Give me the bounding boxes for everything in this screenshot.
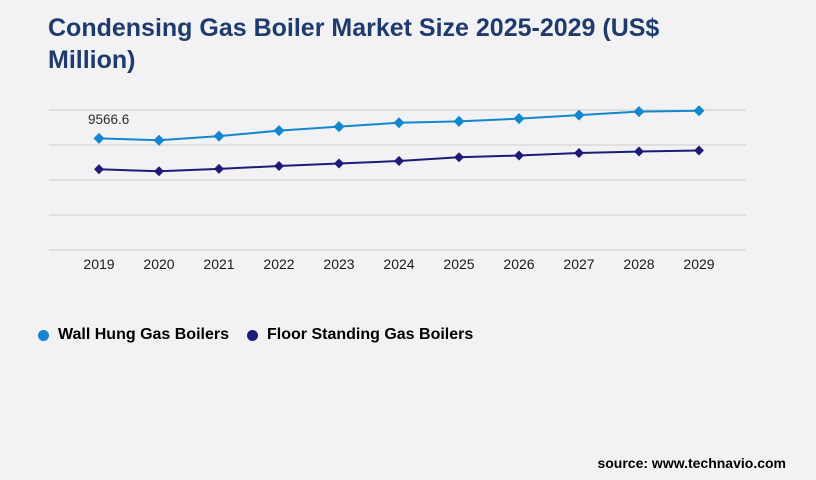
data-point-floor-standing-gas-boilers-2024 xyxy=(394,155,404,166)
legend: Wall Hung Gas Boilers Floor Standing Gas… xyxy=(38,326,473,344)
x-tick-2028: 2028 xyxy=(623,256,655,272)
data-point-wall-hung-gas-boilers-2022 xyxy=(273,125,285,137)
data-point-floor-standing-gas-boilers-2025 xyxy=(454,152,464,163)
x-tick-2024: 2024 xyxy=(383,256,415,272)
data-point-floor-standing-gas-boilers-2019 xyxy=(94,164,104,175)
data-point-wall-hung-gas-boilers-2020 xyxy=(153,134,165,146)
data-point-floor-standing-gas-boilers-2020 xyxy=(154,166,164,177)
data-point-wall-hung-gas-boilers-2021 xyxy=(213,130,225,142)
x-tick-2019: 2019 xyxy=(83,256,115,272)
x-tick-2029: 2029 xyxy=(683,256,715,272)
source-credit: source: www.technavio.com xyxy=(597,455,786,471)
x-tick-2021: 2021 xyxy=(203,256,235,272)
x-tick-2026: 2026 xyxy=(503,256,535,272)
data-point-wall-hung-gas-boilers-2019 xyxy=(93,132,105,144)
data-point-floor-standing-gas-boilers-2029 xyxy=(694,145,704,156)
data-point-wall-hung-gas-boilers-2029 xyxy=(693,105,705,117)
legend-item-floor-standing: Floor Standing Gas Boilers xyxy=(247,326,473,344)
chart-title: Condensing Gas Boiler Market Size 2025-2… xyxy=(48,14,660,74)
data-point-wall-hung-gas-boilers-2026 xyxy=(513,113,525,125)
data-point-floor-standing-gas-boilers-2021 xyxy=(214,163,224,174)
data-point-floor-standing-gas-boilers-2023 xyxy=(334,158,344,169)
data-point-wall-hung-gas-boilers-2028 xyxy=(633,106,645,118)
x-tick-2025: 2025 xyxy=(443,256,475,272)
data-point-wall-hung-gas-boilers-2023 xyxy=(333,121,345,133)
first-point-value-label: 9566.6 xyxy=(88,112,130,128)
data-point-floor-standing-gas-boilers-2027 xyxy=(574,148,584,159)
data-point-wall-hung-gas-boilers-2027 xyxy=(573,109,585,121)
data-point-floor-standing-gas-boilers-2028 xyxy=(634,146,644,157)
legend-label-floor-standing: Floor Standing Gas Boilers xyxy=(267,326,474,343)
floor-standing-legend-marker-icon xyxy=(247,329,258,341)
x-tick-2020: 2020 xyxy=(143,256,175,272)
x-tick-2022: 2022 xyxy=(263,256,295,272)
data-point-wall-hung-gas-boilers-2025 xyxy=(453,115,465,127)
x-tick-2027: 2027 xyxy=(563,256,595,272)
data-point-floor-standing-gas-boilers-2022 xyxy=(274,161,284,171)
legend-item-wall-hung: Wall Hung Gas Boilers xyxy=(38,326,229,344)
x-tick-2023: 2023 xyxy=(323,256,355,272)
wall-hung-legend-marker-icon xyxy=(38,329,49,341)
data-point-floor-standing-gas-boilers-2026 xyxy=(514,150,524,161)
data-point-wall-hung-gas-boilers-2024 xyxy=(393,117,405,129)
legend-label-wall-hung: Wall Hung Gas Boilers xyxy=(58,326,229,343)
